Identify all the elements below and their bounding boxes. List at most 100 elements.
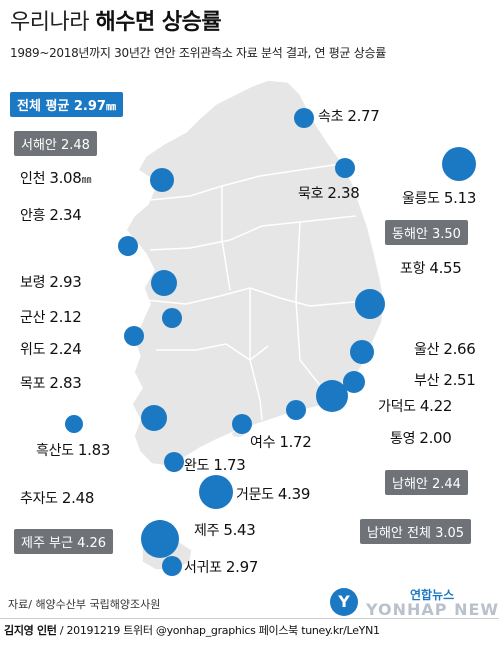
- station-value: 2.66: [443, 340, 476, 358]
- national-average-unit: ㎜: [105, 102, 116, 113]
- station-value: 2.97: [225, 558, 259, 576]
- national-average-text: 전체 평균 2.97: [17, 99, 106, 114]
- dot-yeosu: [232, 414, 252, 434]
- station-value: 1.83: [77, 441, 111, 459]
- station-name: 보령: [20, 275, 46, 291]
- credit-bar: [0, 618, 499, 645]
- dot-tongyeong: [286, 400, 306, 420]
- station-name: 서귀포: [184, 560, 222, 576]
- station-name: 가덕도: [378, 399, 416, 415]
- station-label: 여수 1.72: [250, 432, 312, 452]
- station-value: 4.39: [277, 485, 311, 503]
- station-label: 속초 2.77: [318, 106, 380, 126]
- dot-pohang: [355, 289, 385, 319]
- dot-anheung: [118, 236, 138, 256]
- station-label: 흑산도 1.83: [36, 440, 110, 460]
- page-subtitle: 1989~2018년까지 30년간 연안 조위관측소 자료 분석 결과, 연 평…: [10, 46, 387, 60]
- station-name: 부산: [414, 373, 440, 389]
- station-name: 군산: [20, 310, 46, 326]
- dot-jeju: [141, 520, 179, 558]
- station-value: 5.13: [443, 189, 477, 207]
- station-label: 거문도 4.39: [236, 484, 310, 504]
- dot-incheon: [150, 168, 174, 192]
- logo-english: YONHAP NEWS: [366, 600, 499, 619]
- station-label: 가덕도 4.22: [378, 396, 452, 416]
- station-name: 묵호: [298, 186, 324, 202]
- yonhap-logo: Y 연합뉴스 YONHAP NEWS: [330, 588, 499, 619]
- dot-seogwipo: [162, 556, 182, 576]
- station-dots: [65, 108, 476, 576]
- station-value: 2.77: [347, 107, 380, 125]
- station-name: 포항: [400, 261, 426, 277]
- dot-busan: [343, 371, 365, 393]
- station-label: 묵호 2.38: [298, 183, 360, 203]
- station-unit: ㎜: [81, 175, 92, 186]
- station-label: 보령 2.93: [20, 272, 82, 292]
- dot-wando: [164, 452, 184, 472]
- station-name: 위도: [20, 342, 46, 358]
- station-value: 2.12: [49, 308, 82, 326]
- west-coast-badge: 서해안 2.48: [14, 131, 97, 156]
- logo-korean: 연합뉴스: [410, 588, 455, 602]
- station-name: 속초: [318, 109, 344, 125]
- page-title: 우리나라 해수면 상승률: [10, 4, 222, 36]
- station-name: 완도: [184, 458, 210, 474]
- south-coast-badge: 남해안 2.44: [385, 470, 468, 495]
- station-label: 추자도 2.48: [20, 488, 94, 508]
- station-name: 울산: [414, 342, 440, 358]
- station-value: 2.38: [327, 184, 360, 202]
- yonhap-logo-icon: Y: [330, 588, 358, 616]
- station-name: 인천: [20, 171, 46, 187]
- station-value: 4.55: [429, 259, 462, 277]
- station-value: 1.73: [213, 456, 246, 474]
- credit-line: 김지영 인턴 / 20191219 트위터 @yonhap_graphics 페…: [4, 622, 380, 638]
- station-label: 위도 2.24: [20, 339, 82, 359]
- station-label: 서귀포 2.97: [184, 557, 258, 577]
- station-value: 2.00: [419, 429, 452, 447]
- station-name: 거문도: [236, 487, 274, 503]
- station-label: 울산 2.66: [414, 339, 476, 359]
- dot-mokpo: [141, 405, 167, 431]
- station-label: 안흥 2.34: [20, 205, 82, 225]
- dot-geomundo: [199, 475, 233, 509]
- station-value: 2.83: [49, 374, 82, 392]
- station-name: 목포: [20, 376, 46, 392]
- station-name: 여수: [250, 435, 276, 451]
- station-label: 인천 3.08㎜: [20, 168, 92, 188]
- station-value: 2.93: [49, 273, 82, 291]
- title-bold: 해수면 상승률: [95, 10, 222, 35]
- east-coast-badge: 동해안 3.50: [385, 220, 468, 245]
- source-text: 자료/ 해양수산부 국립해양조사원: [8, 598, 161, 611]
- station-label: 부산 2.51: [414, 370, 476, 390]
- credit-rest: / 20191219 트위터 @yonhap_graphics 페이스북 tun…: [56, 624, 380, 637]
- station-name: 안흥: [20, 208, 46, 224]
- dot-gadeokdo: [316, 380, 348, 412]
- station-value: 1.72: [279, 433, 312, 451]
- national-average-badge: 전체 평균 2.97㎜: [10, 92, 123, 117]
- station-name: 울릉도: [402, 191, 440, 207]
- title-light: 우리나라: [10, 10, 96, 35]
- station-value: 2.48: [61, 489, 95, 507]
- dot-mukho: [335, 158, 355, 178]
- province-borders: [145, 163, 377, 421]
- south-coast-total-badge: 남해안 전체 3.05: [360, 519, 472, 544]
- station-label: 제주 5.43: [194, 520, 256, 540]
- station-name: 추자도: [20, 491, 58, 507]
- station-label: 완도 1.73: [184, 455, 246, 475]
- station-value: 3.08: [49, 169, 82, 187]
- station-value: 2.51: [443, 371, 476, 389]
- dot-heuksando: [65, 415, 83, 433]
- station-label: 울릉도 5.13: [402, 188, 476, 208]
- jeju-area-badge: 제주 부근 4.26: [14, 529, 114, 554]
- dot-boryeong: [151, 270, 177, 296]
- dot-gunsan: [162, 308, 182, 328]
- station-name: 흑산도: [36, 443, 74, 459]
- station-value: 2.24: [49, 340, 82, 358]
- dot-ulleungdo: [442, 147, 476, 181]
- station-label: 통영 2.00: [390, 428, 452, 448]
- station-value: 2.34: [49, 206, 82, 224]
- station-name: 통영: [390, 431, 416, 447]
- credit-author: 김지영 인턴: [4, 624, 57, 637]
- station-label: 목포 2.83: [20, 373, 82, 393]
